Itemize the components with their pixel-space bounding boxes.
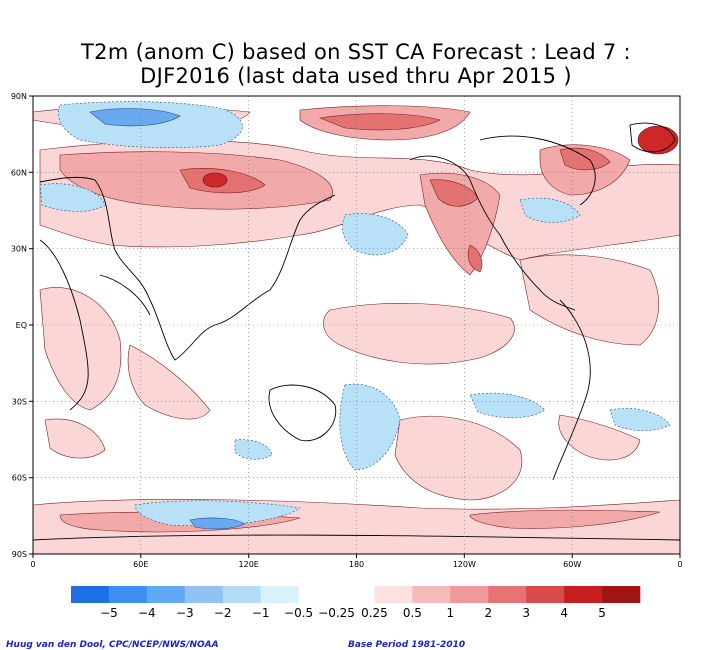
base-period-note: Base Period 1981-2010 bbox=[348, 640, 466, 650]
lon-label: 60E bbox=[133, 560, 148, 569]
map-title-line-1: T2m (anom C) based on SST CA Forecast : … bbox=[81, 40, 631, 64]
author-credit: Huug van den Dool, CPC/NCEP/NWS/NOAA bbox=[6, 640, 219, 650]
lon-label: 180 bbox=[349, 560, 364, 569]
lat-label: 90N bbox=[11, 92, 27, 101]
legend-label: −0.5 bbox=[284, 606, 313, 620]
legend-label: −4 bbox=[138, 606, 156, 620]
legend-label: 2 bbox=[484, 606, 492, 620]
lat-label: 60N bbox=[11, 168, 27, 177]
legend-swatch bbox=[450, 586, 489, 603]
color-legend bbox=[71, 586, 641, 603]
legend-swatch bbox=[526, 586, 565, 603]
legend-swatch bbox=[564, 586, 603, 603]
lat-label: EQ bbox=[16, 321, 27, 330]
lon-label: 0 bbox=[30, 560, 35, 569]
legend-swatch bbox=[71, 586, 110, 603]
legend-label: 0.25 bbox=[361, 606, 388, 620]
map-title-line-2: DJF2016 (last data used thru Apr 2015 ) bbox=[140, 64, 572, 88]
lat-label: 60S bbox=[12, 474, 27, 483]
legend-swatch bbox=[488, 586, 527, 603]
lon-label: 0 bbox=[677, 560, 682, 569]
legend-swatch bbox=[260, 586, 299, 603]
legend-label: −1 bbox=[252, 606, 270, 620]
axis-ticks bbox=[29, 95, 681, 558]
legend-label: 3 bbox=[522, 606, 530, 620]
lat-label: 90S bbox=[12, 550, 27, 559]
legend-label: 4 bbox=[560, 606, 568, 620]
legend-swatch bbox=[108, 586, 148, 603]
map-field bbox=[33, 96, 680, 554]
legend-label: 5 bbox=[598, 606, 606, 620]
legend-label: −5 bbox=[100, 606, 118, 620]
legend-swatch bbox=[298, 586, 337, 603]
legend-label: 0.5 bbox=[403, 606, 422, 620]
lon-label: 120W bbox=[453, 560, 476, 569]
legend-swatch bbox=[184, 586, 224, 603]
legend-swatch bbox=[222, 586, 261, 603]
legend-swatch bbox=[602, 586, 641, 603]
legend-swatch bbox=[412, 586, 451, 603]
lat-label: 30S bbox=[12, 397, 27, 406]
legend-swatch bbox=[336, 586, 375, 603]
grid-lines bbox=[33, 96, 680, 554]
legend-label: −2 bbox=[214, 606, 232, 620]
lon-label: 120E bbox=[239, 560, 259, 569]
legend-swatch bbox=[146, 586, 186, 603]
lat-label: 30N bbox=[11, 245, 27, 254]
legend-label: −0.25 bbox=[318, 606, 355, 620]
legend-swatch bbox=[374, 586, 413, 603]
legend-label: −3 bbox=[176, 606, 194, 620]
lon-label: 60W bbox=[563, 560, 581, 569]
legend-label: 1 bbox=[447, 606, 455, 620]
